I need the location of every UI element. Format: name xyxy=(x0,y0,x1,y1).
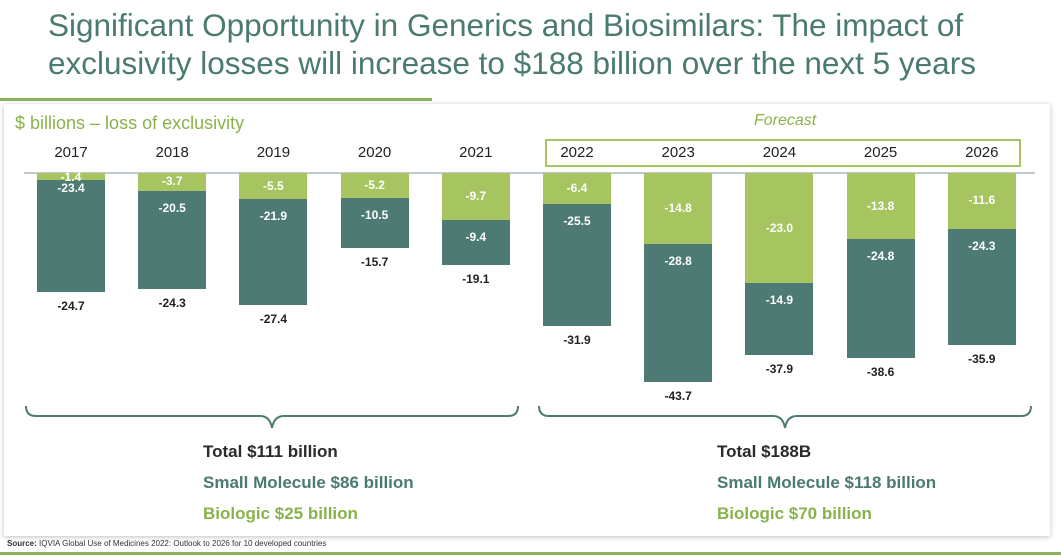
bar-small-molecule xyxy=(138,190,207,290)
bar-small-molecule xyxy=(846,239,915,359)
data-label-total: -15.7 xyxy=(360,255,389,270)
forecast-label: Forecast xyxy=(754,112,817,129)
bar-biologic xyxy=(138,173,207,191)
bar-small-molecule xyxy=(37,179,105,293)
data-label-biologic: -5.2 xyxy=(364,177,385,192)
units-label: $ billions – loss of exclusivity xyxy=(15,113,245,133)
x-tick-label: 2021 xyxy=(459,144,493,161)
x-tick-label: 2017 xyxy=(54,144,88,161)
data-label-total: -35.9 xyxy=(968,352,996,367)
brace-historic xyxy=(25,405,519,429)
bar-biologic xyxy=(947,173,1016,229)
data-label-biologic: -5.5 xyxy=(263,178,284,193)
bar-biologic xyxy=(340,173,409,198)
data-label-biologic: -11.6 xyxy=(968,193,996,208)
source-note: Source: IQVIA Global Use of Medicines 20… xyxy=(7,539,326,548)
bar-small-molecule xyxy=(745,283,814,355)
summary-biologic-forecast: Biologic $70 billion xyxy=(717,504,872,523)
data-label-small-molecule: -23.4 xyxy=(57,180,85,195)
data-label-total: -37.9 xyxy=(765,361,794,376)
x-tick-label: 2023 xyxy=(661,144,695,161)
x-tick-label: 2025 xyxy=(863,144,898,161)
bar-biologic xyxy=(846,173,915,240)
bar-small-molecule xyxy=(239,199,308,305)
data-label-total: -24.3 xyxy=(158,296,186,311)
bar-small-molecule xyxy=(340,197,409,249)
bottom-rule xyxy=(0,552,1061,555)
data-label-total: -19.1 xyxy=(462,271,490,286)
data-label-biologic: -23.0 xyxy=(765,220,794,235)
data-label-biologic: -6.4 xyxy=(566,180,588,195)
x-tick-label: 2024 xyxy=(762,144,797,161)
x-tick-label: 2022 xyxy=(560,144,594,161)
data-label-small-molecule: -24.3 xyxy=(968,238,996,253)
bar-biologic xyxy=(543,173,611,204)
summary-total-forecast: Total $188B xyxy=(717,442,812,461)
data-label-small-molecule: -24.8 xyxy=(866,249,895,264)
bar-biologic xyxy=(644,173,713,245)
x-tick-label: 2020 xyxy=(357,144,392,161)
x-tick-label: 2018 xyxy=(155,144,189,161)
x-tick-label: 2019 xyxy=(256,144,291,161)
bar-biologic xyxy=(239,173,308,200)
bar-biologic xyxy=(37,173,105,180)
source-label: Source: xyxy=(7,539,37,548)
data-label-biologic: -1.4 xyxy=(60,170,82,184)
data-label-biologic: -14.8 xyxy=(664,201,692,216)
bar-biologic xyxy=(745,173,814,284)
data-label-total: -43.7 xyxy=(664,389,692,404)
data-label-biologic: -9.7 xyxy=(465,188,487,203)
summary-total-historic: Total $111 billion xyxy=(203,442,338,461)
slide-title: Significant Opportunity in Generics and … xyxy=(48,7,976,81)
data-label-small-molecule: -25.5 xyxy=(563,213,591,228)
summary-small-molecule-historic: Small Molecule $86 billion xyxy=(203,473,414,492)
data-label-small-molecule: -21.9 xyxy=(259,209,288,224)
data-label-total: -27.4 xyxy=(259,311,288,326)
x-tick-label: 2026 xyxy=(965,144,999,161)
data-label-small-molecule: -10.5 xyxy=(360,207,389,222)
forecast-box xyxy=(545,139,1021,167)
data-label-small-molecule: -9.4 xyxy=(465,229,487,244)
data-label-biologic: -3.7 xyxy=(161,174,183,189)
data-label-total: -24.7 xyxy=(57,299,85,314)
bar-biologic xyxy=(441,173,510,220)
data-label-total: -38.6 xyxy=(866,365,895,380)
data-label-small-molecule: -20.5 xyxy=(158,200,186,215)
bar-small-molecule xyxy=(644,244,713,383)
bar-small-molecule xyxy=(947,228,1016,346)
brace-forecast xyxy=(538,405,1032,429)
title-underline xyxy=(0,98,432,101)
source-text: IQVIA Global Use of Medicines 2022: Outl… xyxy=(39,539,327,548)
summary-biologic-historic: Biologic $25 billion xyxy=(203,504,358,523)
x-axis-line xyxy=(24,172,1035,174)
data-label-biologic: -13.8 xyxy=(866,198,895,213)
data-label-small-molecule: -14.9 xyxy=(765,293,794,308)
data-label-small-molecule: -28.8 xyxy=(664,254,692,269)
data-label-total: -31.9 xyxy=(563,333,591,348)
bar-small-molecule xyxy=(441,219,510,265)
summary-small-molecule-forecast: Small Molecule $118 billion xyxy=(717,473,937,492)
bar-small-molecule xyxy=(543,203,611,327)
